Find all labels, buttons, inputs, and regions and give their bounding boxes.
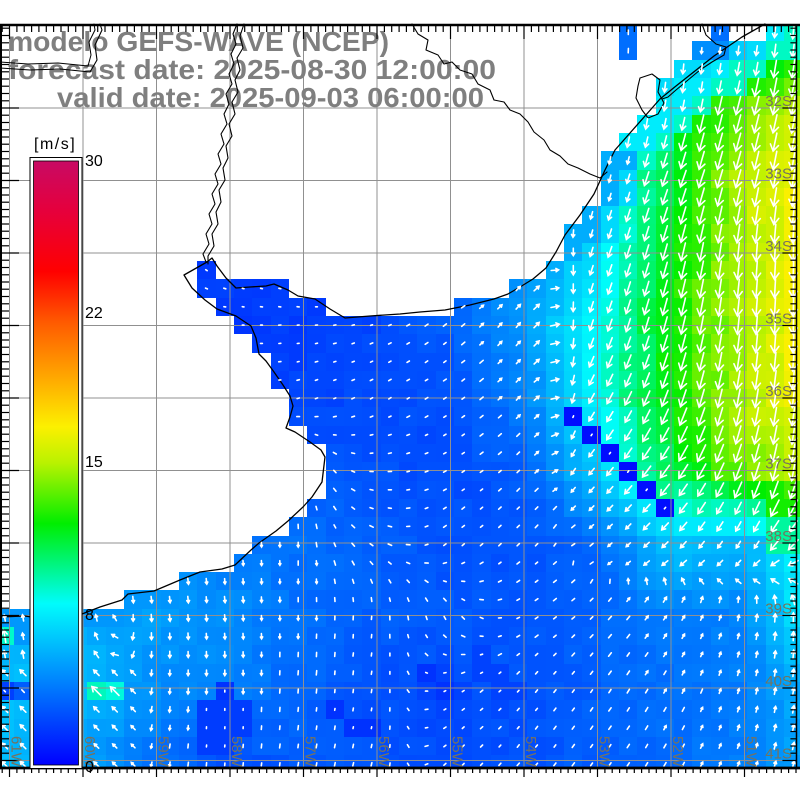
svg-text:0: 0: [85, 759, 94, 776]
svg-text:34S: 34S: [765, 238, 792, 255]
svg-text:22: 22: [85, 305, 103, 322]
svg-text:51W: 51W: [743, 736, 760, 768]
svg-text:33S: 33S: [765, 166, 792, 183]
svg-text:54W: 54W: [522, 736, 539, 768]
svg-text:35S: 35S: [765, 311, 792, 328]
svg-text:61W: 61W: [8, 736, 25, 768]
svg-text:59W: 59W: [155, 736, 172, 768]
svg-text:57W: 57W: [302, 736, 319, 768]
svg-text:55W: 55W: [449, 736, 466, 768]
svg-text:15: 15: [85, 454, 103, 471]
svg-text:39S: 39S: [765, 601, 792, 618]
svg-text:32S: 32S: [765, 93, 792, 110]
svg-text:36S: 36S: [765, 383, 792, 400]
svg-text:52W: 52W: [669, 736, 686, 768]
svg-text:38S: 38S: [765, 528, 792, 545]
svg-text:37S: 37S: [765, 456, 792, 473]
svg-text:valid date: 2025-09-03 06:00:0: valid date: 2025-09-03 06:00:00: [57, 82, 484, 113]
svg-text:8: 8: [85, 607, 94, 624]
svg-text:41S: 41S: [765, 746, 792, 763]
svg-text:53W: 53W: [596, 736, 613, 768]
svg-text:modelo GEFS-WAVE (NCEP): modelo GEFS-WAVE (NCEP): [8, 26, 389, 57]
svg-text:forecast date: 2025-08-30 12:0: forecast date: 2025-08-30 12:00:00: [8, 54, 496, 85]
svg-text:30: 30: [85, 153, 103, 170]
svg-text:[m/s]: [m/s]: [34, 136, 76, 153]
svg-text:40S: 40S: [765, 673, 792, 690]
svg-text:58W: 58W: [228, 736, 245, 768]
svg-text:56W: 56W: [375, 736, 392, 768]
